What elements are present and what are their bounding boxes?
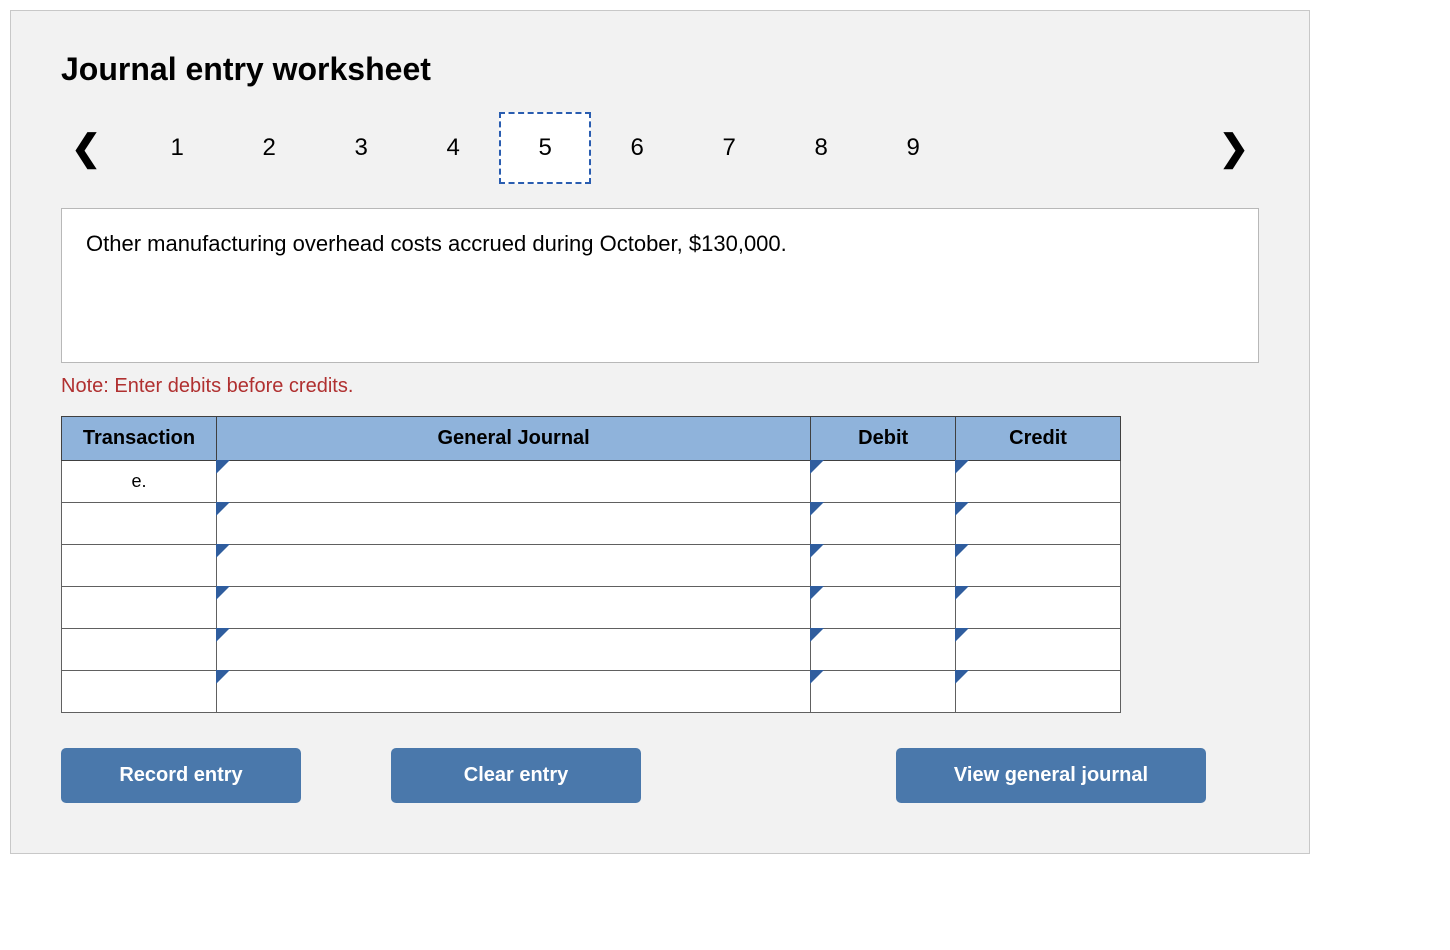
step-8[interactable]: 8	[775, 112, 867, 184]
step-6[interactable]: 6	[591, 112, 683, 184]
note-text: Note: Enter debits before credits.	[61, 375, 1259, 398]
step-9[interactable]: 9	[867, 112, 959, 184]
dropdown-indicator-icon	[810, 670, 824, 684]
button-row: Record entry Clear entry View general jo…	[61, 748, 1206, 803]
prompt-box: Other manufacturing overhead costs accru…	[61, 208, 1259, 363]
step-3[interactable]: 3	[315, 112, 407, 184]
cell-credit[interactable]	[956, 461, 1121, 503]
cell-transaction[interactable]: e.	[62, 461, 217, 503]
cell-credit[interactable]	[956, 503, 1121, 545]
cell-credit[interactable]	[956, 629, 1121, 671]
cell-general-journal[interactable]	[216, 503, 810, 545]
header-transaction: Transaction	[62, 417, 217, 461]
cell-debit[interactable]	[811, 503, 956, 545]
table-row: e.	[62, 461, 1121, 503]
cell-debit[interactable]	[811, 629, 956, 671]
dropdown-indicator-icon	[216, 628, 230, 642]
dropdown-indicator-icon	[216, 460, 230, 474]
step-nav: ❮ 123456789 ❯	[61, 108, 1259, 188]
dropdown-indicator-icon	[955, 544, 969, 558]
header-general-journal: General Journal	[216, 417, 810, 461]
step-4[interactable]: 4	[407, 112, 499, 184]
table-row	[62, 671, 1121, 713]
page-title: Journal entry worksheet	[61, 51, 1259, 88]
dropdown-indicator-icon	[810, 460, 824, 474]
table-row	[62, 629, 1121, 671]
dropdown-indicator-icon	[216, 670, 230, 684]
dropdown-indicator-icon	[955, 670, 969, 684]
cell-transaction[interactable]	[62, 587, 217, 629]
journal-table: Transaction General Journal Debit Credit…	[61, 416, 1121, 713]
worksheet-panel: Journal entry worksheet ❮ 123456789 ❯ Ot…	[10, 10, 1310, 854]
dropdown-indicator-icon	[810, 586, 824, 600]
dropdown-indicator-icon	[810, 544, 824, 558]
cell-credit[interactable]	[956, 671, 1121, 713]
prev-chevron-icon[interactable]: ❮	[61, 127, 111, 169]
cell-general-journal[interactable]	[216, 461, 810, 503]
record-entry-button[interactable]: Record entry	[61, 748, 301, 803]
cell-transaction[interactable]	[62, 503, 217, 545]
dropdown-indicator-icon	[955, 586, 969, 600]
cell-general-journal[interactable]	[216, 545, 810, 587]
dropdown-indicator-icon	[810, 502, 824, 516]
table-row	[62, 503, 1121, 545]
dropdown-indicator-icon	[810, 628, 824, 642]
step-list: 123456789	[131, 112, 959, 184]
dropdown-indicator-icon	[955, 460, 969, 474]
cell-general-journal[interactable]	[216, 587, 810, 629]
journal-tbody: e.	[62, 461, 1121, 713]
cell-credit[interactable]	[956, 587, 1121, 629]
cell-debit[interactable]	[811, 587, 956, 629]
dropdown-indicator-icon	[955, 628, 969, 642]
cell-debit[interactable]	[811, 461, 956, 503]
dropdown-indicator-icon	[216, 502, 230, 516]
cell-debit[interactable]	[811, 671, 956, 713]
cell-debit[interactable]	[811, 545, 956, 587]
dropdown-indicator-icon	[216, 544, 230, 558]
dropdown-indicator-icon	[955, 502, 969, 516]
cell-general-journal[interactable]	[216, 629, 810, 671]
clear-entry-button[interactable]: Clear entry	[391, 748, 641, 803]
step-7[interactable]: 7	[683, 112, 775, 184]
step-5[interactable]: 5	[499, 112, 591, 184]
header-debit: Debit	[811, 417, 956, 461]
cell-transaction[interactable]	[62, 545, 217, 587]
cell-general-journal[interactable]	[216, 671, 810, 713]
cell-transaction[interactable]	[62, 671, 217, 713]
dropdown-indicator-icon	[216, 586, 230, 600]
step-1[interactable]: 1	[131, 112, 223, 184]
table-row	[62, 545, 1121, 587]
table-row	[62, 587, 1121, 629]
cell-transaction[interactable]	[62, 629, 217, 671]
cell-credit[interactable]	[956, 545, 1121, 587]
next-chevron-icon[interactable]: ❯	[1209, 127, 1259, 169]
view-general-journal-button[interactable]: View general journal	[896, 748, 1206, 803]
header-credit: Credit	[956, 417, 1121, 461]
step-2[interactable]: 2	[223, 112, 315, 184]
